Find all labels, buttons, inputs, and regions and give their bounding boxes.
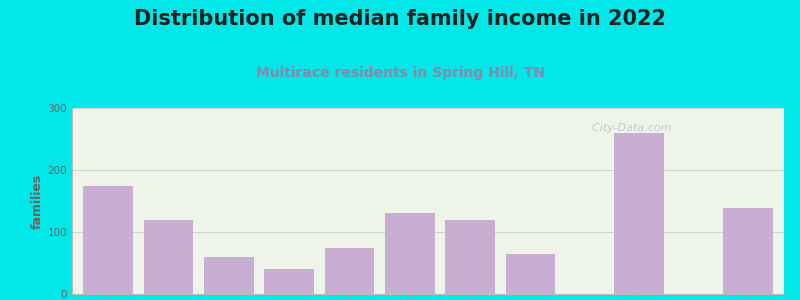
Bar bbox=[83, 185, 133, 294]
Bar bbox=[325, 248, 374, 294]
Bar bbox=[506, 254, 555, 294]
Text: Multirace residents in Spring Hill, TN: Multirace residents in Spring Hill, TN bbox=[255, 66, 545, 80]
Bar bbox=[446, 220, 495, 294]
Bar bbox=[385, 213, 434, 294]
Bar bbox=[265, 269, 314, 294]
Bar bbox=[144, 220, 194, 294]
Bar bbox=[614, 133, 664, 294]
Bar bbox=[204, 257, 254, 294]
Bar bbox=[723, 208, 773, 294]
Y-axis label: families: families bbox=[30, 173, 43, 229]
Text: Distribution of median family income in 2022: Distribution of median family income in … bbox=[134, 9, 666, 29]
Text: City-Data.com: City-Data.com bbox=[585, 123, 671, 133]
